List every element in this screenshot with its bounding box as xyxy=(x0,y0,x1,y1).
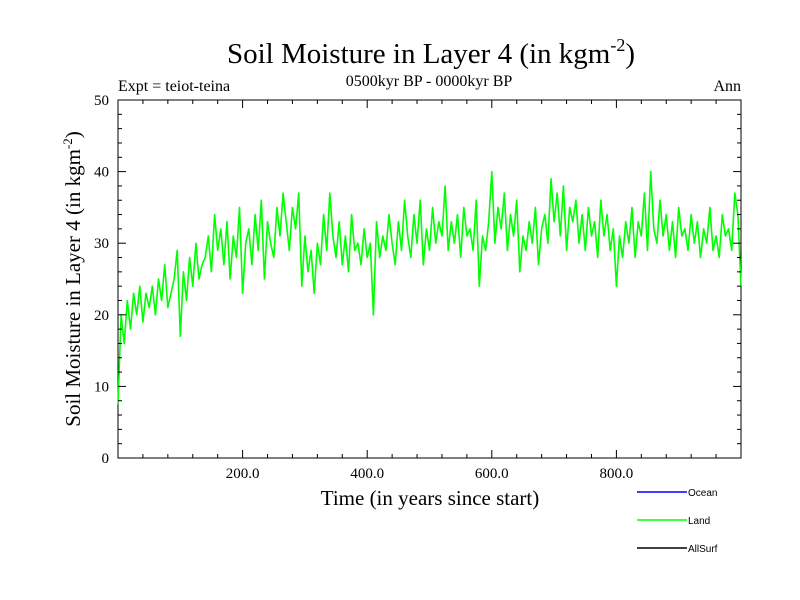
ticks-group: 0 10 20 30 40 50 200.0 400.0 600.0 800.0 xyxy=(94,93,741,482)
x-tick-label: 200.0 xyxy=(226,466,260,482)
y-axis-label: Soil Moisture in Layer 4 (in kgm-2) xyxy=(60,131,85,426)
x-axis-label: Time (in years since start) xyxy=(321,486,540,510)
series-line-land xyxy=(117,170,742,405)
y-tick-label: 0 xyxy=(102,451,110,467)
series-group xyxy=(117,170,742,405)
y-tick-label: 50 xyxy=(94,93,109,109)
season-label: Ann xyxy=(713,78,741,95)
y-tick-label: 10 xyxy=(94,379,109,395)
legend-label-land: Land xyxy=(688,516,710,527)
y-tick-label: 20 xyxy=(94,308,109,324)
chart-subtitle: 0500kyr BP - 0000kyr BP xyxy=(346,73,513,90)
legend-label-ocean: Ocean xyxy=(688,488,717,499)
legend: Ocean Land AllSurf xyxy=(637,488,718,555)
x-tick-label: 400.0 xyxy=(350,466,384,482)
y-tick-label: 40 xyxy=(94,165,109,181)
x-tick-label: 800.0 xyxy=(600,466,634,482)
experiment-label: Expt = teiot-teina xyxy=(118,78,230,95)
chart-title: Soil Moisture in Layer 4 (in kgm-2) xyxy=(227,35,635,70)
y-tick-label: 30 xyxy=(94,236,109,252)
x-tick-label: 600.0 xyxy=(475,466,509,482)
legend-label-allsurf: AllSurf xyxy=(688,544,718,555)
plot-frame xyxy=(117,99,742,459)
